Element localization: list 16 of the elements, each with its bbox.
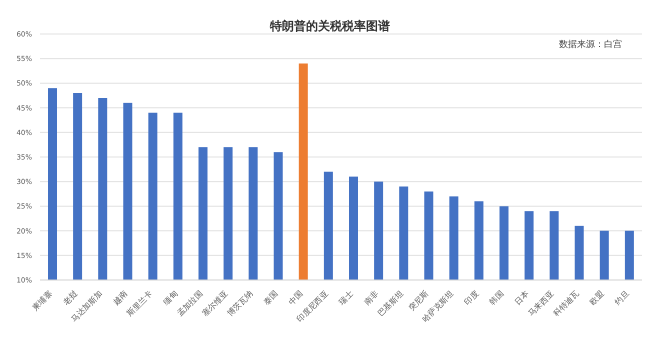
- x-tick-label: 老挝: [61, 289, 80, 307]
- x-tick-label: 韩国: [488, 289, 506, 307]
- x-tick-label: 科特迪瓦: [552, 289, 581, 318]
- x-tick-label: 越南: [112, 289, 130, 307]
- x-tick-label: 日本: [512, 289, 531, 307]
- x-tick-label: 博茨瓦纳: [226, 289, 255, 318]
- x-tick-label: 中国: [287, 289, 305, 307]
- x-tick-label: 欧盟: [588, 289, 606, 307]
- x-tick-label: 缅甸: [162, 289, 180, 307]
- x-tick-label: 瑞士: [337, 289, 355, 307]
- x-tick-label: 印度: [462, 289, 480, 307]
- chart-title: 特朗普的关税税率图谱: [270, 19, 390, 33]
- x-tick-label: 约旦: [613, 289, 631, 307]
- annotation: 数据来源：白宫: [559, 38, 622, 51]
- x-tick-label: 泰国: [262, 289, 280, 307]
- x-tick-label: 柬埔寨: [30, 289, 54, 312]
